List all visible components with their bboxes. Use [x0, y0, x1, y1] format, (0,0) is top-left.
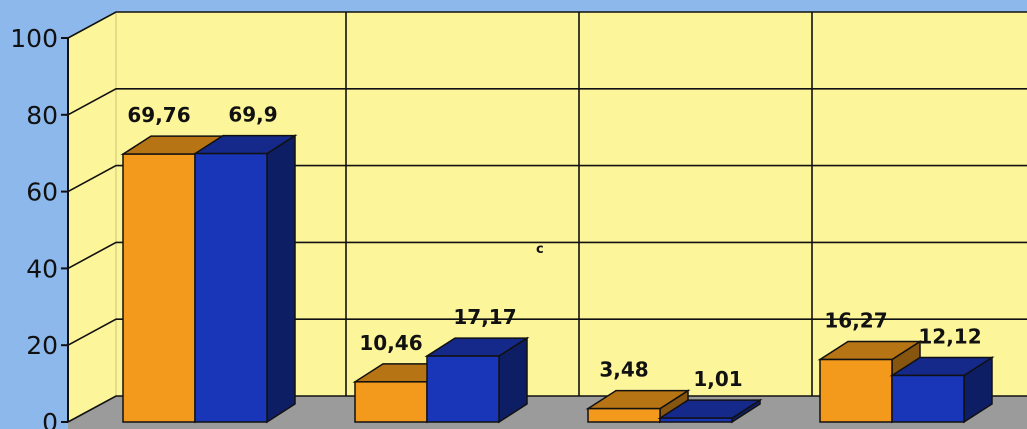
gridline	[67, 241, 1027, 270]
data-label: 17,17	[453, 305, 516, 329]
bar-front	[891, 374, 965, 423]
bars	[120, 134, 995, 424]
y-tick-label: 80	[26, 101, 58, 130]
data-label: 12,12	[918, 324, 981, 348]
bar-front	[426, 355, 500, 423]
y-tick-label: 100	[10, 24, 58, 53]
data-label: 16,27	[824, 309, 887, 333]
bar-side	[266, 134, 296, 424]
bar-front	[587, 407, 661, 423]
bar	[657, 398, 763, 424]
bar-front	[659, 417, 733, 423]
data-label: 1,01	[693, 367, 742, 391]
chart-side-wall	[67, 11, 117, 423]
y-tick-label: 40	[26, 254, 58, 283]
gridline	[67, 164, 1027, 193]
gridlines	[67, 11, 1027, 423]
data-label: 3,48	[599, 358, 648, 382]
chart-back-wall	[116, 12, 1027, 396]
gridline	[67, 11, 1027, 39]
bar-front	[122, 153, 196, 423]
data-label: 10,46	[359, 331, 422, 355]
gridline	[67, 395, 1027, 423]
y-tick-label: 0	[42, 408, 58, 429]
annotation-label: c	[536, 242, 544, 257]
data-label: 69,9	[228, 103, 277, 127]
bar	[192, 134, 298, 424]
bar-front	[819, 358, 893, 423]
y-tick-label: 60	[26, 178, 58, 207]
gridline	[67, 88, 1027, 116]
bar	[889, 356, 995, 424]
gridline	[67, 318, 1027, 346]
chart-floor	[68, 396, 1027, 429]
bar-front	[194, 152, 268, 423]
data-labels: 69,76 69,9 10,46 17,17 3,48 1,01 16,27 12,12	[127, 103, 981, 392]
y-tick-label: 20	[26, 331, 58, 360]
y-axis: 0 20 40 60 80 100	[10, 24, 69, 429]
bar-front	[354, 381, 428, 423]
data-label: 69,76	[127, 103, 190, 127]
bar	[424, 336, 530, 424]
